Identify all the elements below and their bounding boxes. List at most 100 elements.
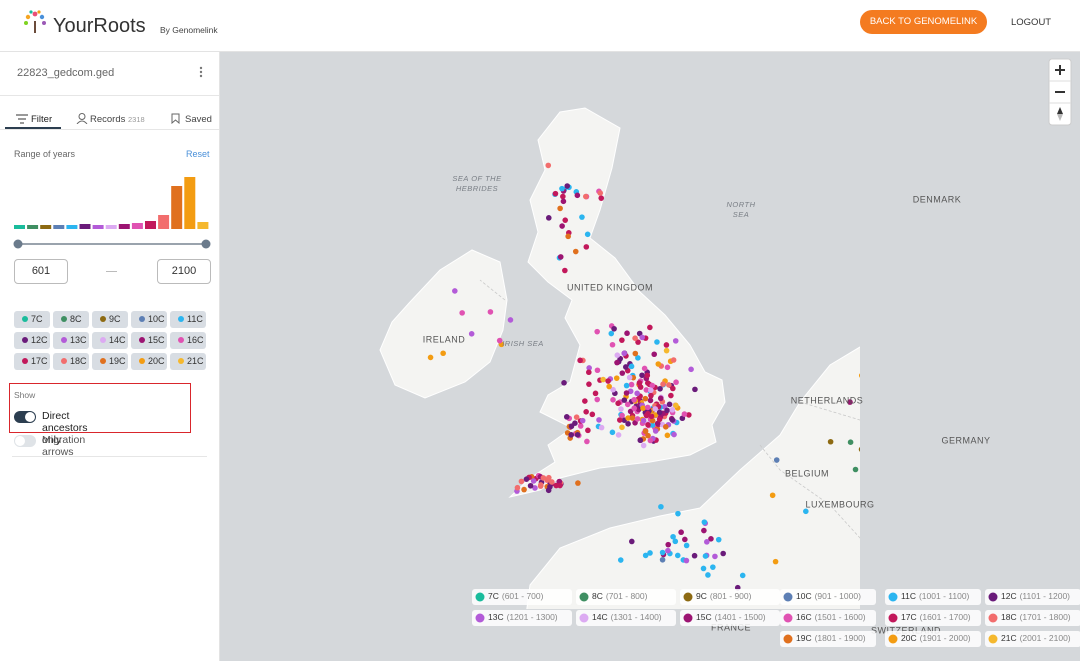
legend-century: 16C (796, 612, 812, 622)
legend-item[interactable]: 19C (1801 - 1900) (780, 631, 876, 647)
location-dot (625, 415, 631, 421)
century-chip[interactable]: 19C (92, 353, 128, 370)
map-label: LUXEMBOURG (805, 499, 874, 509)
location-dot (618, 406, 624, 412)
menu-icon[interactable] (198, 66, 204, 80)
century-chip[interactable]: 21C (170, 353, 206, 370)
legend-item[interactable]: 18C (1701 - 1800) (985, 610, 1080, 626)
location-dot (573, 414, 580, 420)
show-title: Show (14, 390, 36, 400)
legend-item[interactable]: 9C (801 - 900) (680, 589, 780, 605)
tab-records[interactable]: Records (90, 114, 126, 125)
toggle-switch[interactable] (14, 435, 36, 447)
legend-item[interactable]: 21C (2001 - 2100) (985, 631, 1080, 647)
legend-range: (1601 - 1700) (920, 612, 971, 622)
location-dot (619, 370, 626, 376)
century-chip[interactable]: 20C (131, 353, 167, 370)
location-dot (468, 330, 475, 337)
century-chip[interactable]: 10C (131, 311, 167, 328)
legend-bg (780, 610, 876, 626)
legend-label: 13C (1201 - 1300) (488, 612, 558, 622)
logout-button[interactable]: LOGOUT (1011, 17, 1052, 28)
location-dot (579, 214, 585, 220)
legend-label: 15C (1401 - 1500) (696, 612, 766, 622)
location-dot (647, 437, 654, 444)
location-dot (651, 351, 658, 358)
location-dot (552, 190, 559, 197)
legend-item[interactable]: 8C (701 - 800) (576, 589, 676, 605)
back-button[interactable]: BACK TO GENOMELINK (860, 10, 987, 34)
toggle-knob (25, 412, 35, 422)
year-slider[interactable] (10, 238, 214, 250)
legend-century: 15C (696, 612, 712, 622)
location-dot (640, 405, 646, 412)
century-chip[interactable]: 13C (53, 332, 89, 349)
location-dot (594, 328, 600, 335)
map-label: HEBRIDES (456, 184, 498, 193)
location-dot (624, 330, 630, 337)
location-dot (847, 399, 853, 405)
century-chip[interactable]: 7C (14, 311, 50, 328)
century-chip[interactable]: 11C (170, 311, 206, 328)
legend-century: 11C (901, 591, 916, 601)
location-dot (649, 417, 656, 424)
legend-range: (2001 - 2100) (1020, 633, 1071, 643)
location-dot (623, 364, 629, 370)
reset-button[interactable]: Reset (186, 149, 210, 159)
map-legend: 7C (601 - 700) 8C (701 - 800) 9C (801 - 900) 1… (472, 589, 1080, 647)
legend-item[interactable]: 16C (1501 - 1600) (780, 610, 876, 626)
legend-dot (988, 592, 998, 602)
year-from-input[interactable]: 601 (14, 259, 68, 284)
location-dot (639, 372, 645, 379)
legend-item[interactable]: 20C (1901 - 2000) (885, 631, 981, 647)
location-dot (605, 378, 611, 384)
location-dot (710, 564, 716, 570)
year-to-input[interactable]: 2100 (157, 259, 211, 284)
legend-item[interactable]: 11C (1001 - 1100) (885, 589, 981, 605)
location-dot (523, 476, 530, 482)
location-dot (577, 357, 583, 364)
location-dot (643, 387, 650, 393)
tab-saved[interactable]: Saved (185, 114, 212, 125)
map-label: NORTH (726, 200, 755, 209)
century-chip[interactable]: 9C (92, 311, 128, 328)
location-dot (521, 486, 527, 493)
century-chip[interactable]: 15C (131, 332, 167, 349)
location-dot (847, 439, 854, 446)
century-chip[interactable]: 17C (14, 353, 50, 370)
location-dot (647, 397, 654, 404)
legend-dot (683, 613, 693, 623)
location-dot (637, 437, 644, 444)
tab-filter[interactable]: Filter (31, 114, 53, 125)
legend-item[interactable]: 14C (1301 - 1400) (576, 610, 676, 626)
legend-item[interactable]: 12C (1101 - 1200) (985, 589, 1080, 605)
map-label: NETHERLANDS (791, 395, 864, 405)
zoom-in[interactable] (1055, 65, 1065, 75)
location-dot (658, 503, 664, 510)
century-chip[interactable]: 18C (53, 353, 89, 370)
toggle-switch[interactable] (14, 411, 36, 423)
histogram-bar (131, 223, 143, 229)
century-chip[interactable]: 16C (170, 332, 206, 349)
location-dot (669, 417, 676, 423)
legend-label: 17C (1601 - 1700) (901, 612, 971, 622)
histogram-bar (184, 177, 196, 229)
location-dot (562, 217, 569, 223)
location-dot (625, 421, 631, 427)
legend-label: 10C (901 - 1000) (796, 591, 861, 601)
location-dot (574, 192, 581, 199)
location-dot (642, 552, 649, 559)
chip-dot (61, 337, 67, 343)
century-chip[interactable]: 12C (14, 332, 50, 349)
century-chip[interactable]: 8C (53, 311, 89, 328)
compass[interactable] (1057, 107, 1063, 121)
legend-item[interactable]: 17C (1601 - 1700) (885, 610, 981, 626)
legend-century: 8C (592, 591, 603, 601)
century-chip[interactable]: 14C (92, 332, 128, 349)
legend-item[interactable]: 10C (901 - 1000) (780, 589, 876, 605)
legend-item[interactable]: 15C (1401 - 1500) (680, 610, 780, 626)
legend-item[interactable]: 7C (601 - 700) (472, 589, 572, 605)
legend-item[interactable]: 13C (1201 - 1300) (472, 610, 572, 626)
legend-century: 7C (488, 591, 499, 601)
